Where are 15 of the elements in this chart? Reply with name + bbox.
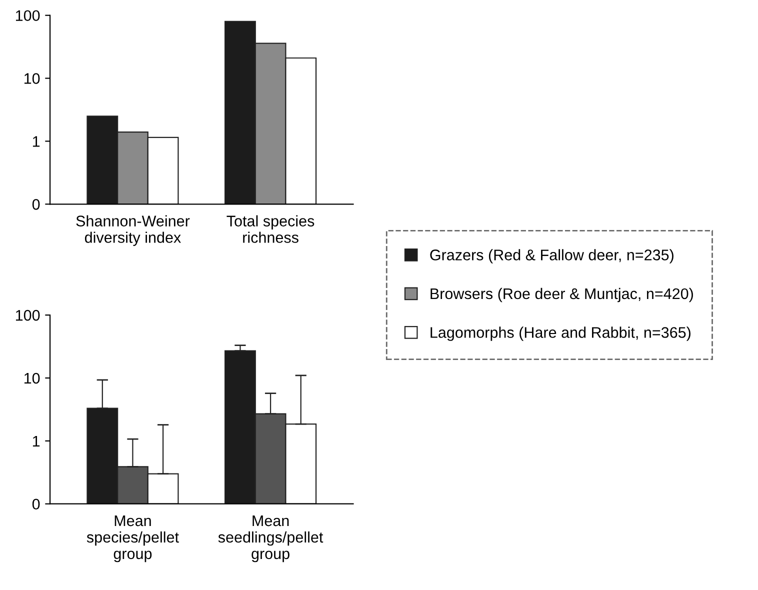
legend-label: Browsers (Roe deer & Muntjac, n=420): [430, 288, 693, 302]
y-tick-label: 10: [24, 73, 40, 84]
x-tick-label: Shannon-Weiner diversity index: [76, 215, 190, 246]
x-tick-label: Mean species/pellet group: [86, 516, 179, 562]
y-tick-label: 0: [32, 199, 40, 210]
y-tick-label: 100: [16, 310, 40, 321]
x-tick-label: Total species richness: [226, 215, 314, 243]
y-tick-label: 1: [32, 136, 40, 147]
y-tick-label: 0: [32, 498, 40, 510]
legend-label: Grazers (Red & Fallow deer, n=235): [430, 249, 674, 264]
y-tick-label: 100: [16, 10, 40, 22]
x-tick-label: Mean seedlings/pellet group: [218, 516, 324, 562]
legend-label: Lagomorphs (Hare and Rabbit, n=365): [430, 326, 690, 341]
y-tick-label: 10: [24, 372, 40, 384]
y-tick-label: 1: [32, 436, 40, 446]
